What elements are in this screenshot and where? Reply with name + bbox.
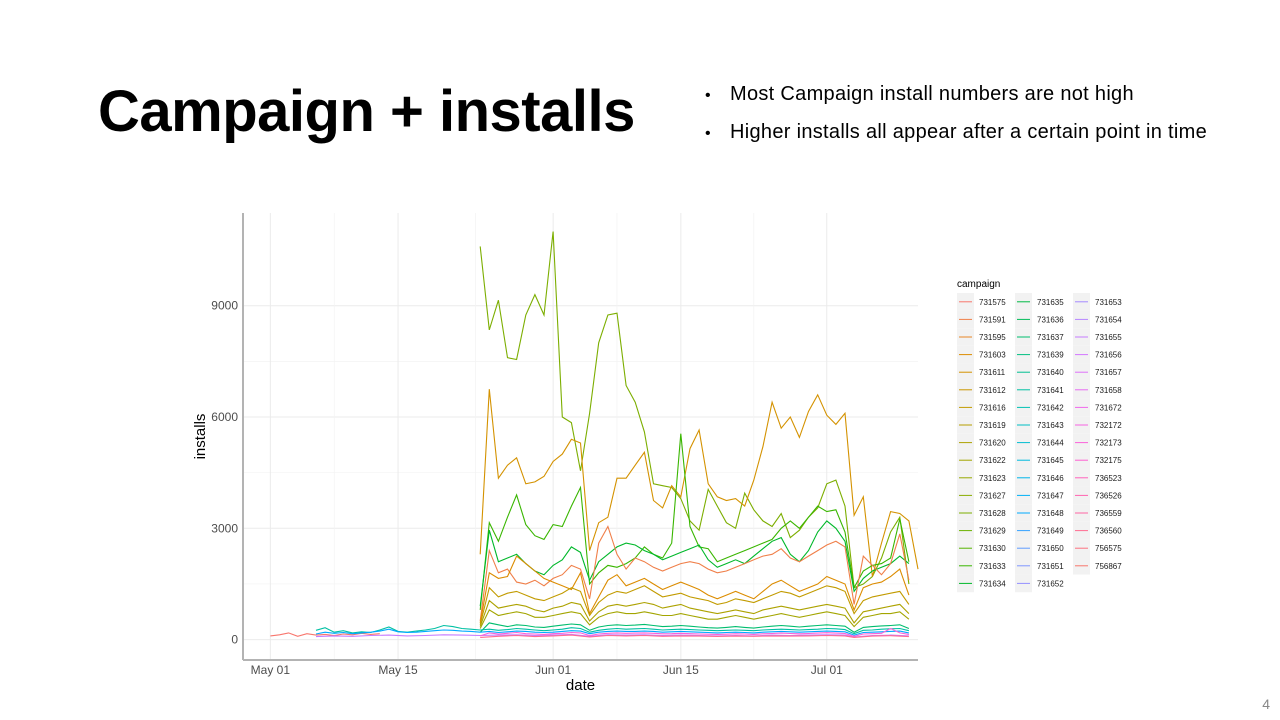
series-line-731655 xyxy=(315,633,909,638)
legend-label: 736559 xyxy=(1095,509,1122,518)
legend-label: 731641 xyxy=(1037,386,1064,395)
y-tick-label: 0 xyxy=(231,633,238,647)
x-tick-label: Jun 01 xyxy=(535,663,571,677)
legend-label: 736560 xyxy=(1095,527,1122,536)
legend-label: 756575 xyxy=(1095,544,1122,553)
legend-label: 731640 xyxy=(1037,368,1064,377)
legend-label: 731622 xyxy=(979,456,1006,465)
legend-label: 731636 xyxy=(1037,315,1064,324)
legend-label: 731616 xyxy=(979,403,1006,412)
series-lines xyxy=(270,231,919,638)
legend-label: 731646 xyxy=(1037,474,1064,483)
x-tick-label: Jun 15 xyxy=(663,663,699,677)
legend-label: 731643 xyxy=(1037,421,1064,430)
legend-label: 732172 xyxy=(1095,421,1122,430)
series-line-731633 xyxy=(479,433,910,610)
legend-label: 736523 xyxy=(1095,474,1122,483)
y-tick-label: 6000 xyxy=(211,410,238,424)
bullet-text: Higher installs all appear after a certa… xyxy=(730,121,1208,143)
bullet-text: Most Campaign install numbers are not hi… xyxy=(730,83,1134,105)
legend: campaign 731575 731591 731595 731603 731611 73… xyxy=(957,279,1122,593)
y-tick-label: 9000 xyxy=(211,299,238,313)
series-line-731622 xyxy=(479,609,910,629)
legend-label: 731629 xyxy=(979,527,1006,536)
legend-label: 731620 xyxy=(979,439,1006,448)
y-tick-label: 3000 xyxy=(211,521,238,535)
legend-label: 731648 xyxy=(1037,509,1064,518)
x-tick-label: May 15 xyxy=(378,663,418,677)
legend-label: 731655 xyxy=(1095,333,1122,342)
legend-label: 731645 xyxy=(1037,456,1064,465)
series-line-731641 xyxy=(315,624,910,635)
legend-label: 731635 xyxy=(1037,298,1064,307)
legend-label: 731639 xyxy=(1037,351,1064,360)
legend-label: 731634 xyxy=(979,579,1006,588)
legend-label: 731656 xyxy=(1095,351,1122,360)
slide-title: Campaign + installs xyxy=(98,79,635,144)
series-line-736560 xyxy=(480,634,909,638)
series-line-731648 xyxy=(315,628,910,636)
bullet-item: • Most Campaign install numbers are not h… xyxy=(705,76,1207,114)
legend-label: 756867 xyxy=(1095,562,1122,571)
series-line-731611 xyxy=(479,389,919,577)
legend-label: 732173 xyxy=(1095,439,1122,448)
legend-label: 731633 xyxy=(979,562,1006,571)
bullet-dot: • xyxy=(705,125,711,142)
legend-label: 731644 xyxy=(1037,439,1064,448)
legend-label: 731672 xyxy=(1095,403,1122,412)
legend-label: 731649 xyxy=(1037,527,1064,536)
legend-label: 731623 xyxy=(979,474,1006,483)
series-line-731620 xyxy=(479,599,910,627)
series-line-731634 xyxy=(479,520,910,607)
legend-label: 731619 xyxy=(979,421,1006,430)
series-line-731628 xyxy=(479,231,910,589)
x-tick-label: May 01 xyxy=(251,663,291,677)
legend-label: 732175 xyxy=(1095,456,1122,465)
legend-label: 731591 xyxy=(979,315,1006,324)
legend-label: 731575 xyxy=(979,298,1006,307)
legend-label: 731595 xyxy=(979,333,1006,342)
legend-label: 731647 xyxy=(1037,491,1064,500)
legend-title: campaign xyxy=(957,279,1000,290)
legend-label: 731637 xyxy=(1037,333,1064,342)
series-line-731591 xyxy=(479,525,910,622)
legend-label: 731612 xyxy=(979,386,1006,395)
series-line-731637 xyxy=(479,622,910,633)
legend-label: 731650 xyxy=(1037,544,1064,553)
legend-label: 731603 xyxy=(979,351,1006,360)
legend-label: 731658 xyxy=(1095,386,1122,395)
bullet-list: • Most Campaign install numbers are not h… xyxy=(705,76,1207,152)
bullet-item: • Higher installs all appear after a cert… xyxy=(705,114,1207,152)
legend-label: 731642 xyxy=(1037,403,1064,412)
legend-label: 736526 xyxy=(1095,491,1122,500)
legend-label: 731630 xyxy=(979,544,1006,553)
series-line-731616 xyxy=(479,585,910,625)
legend-label: 731652 xyxy=(1037,579,1064,588)
legend-label: 731657 xyxy=(1095,368,1122,377)
legend-label: 731627 xyxy=(979,491,1006,500)
legend-label: 731651 xyxy=(1037,562,1064,571)
legend-label: 731654 xyxy=(1095,315,1122,324)
legend-label: 731611 xyxy=(979,368,1006,377)
x-tick-label: Jul 01 xyxy=(811,663,843,677)
series-line-732173 xyxy=(480,627,909,637)
y-axis-title: installs xyxy=(192,414,209,460)
series-line-731603 xyxy=(479,555,910,623)
x-axis-title: date xyxy=(566,677,595,694)
legend-label: 731653 xyxy=(1095,298,1122,307)
page-number: 4 xyxy=(1262,696,1270,712)
bullet-dot: • xyxy=(705,87,711,104)
legend-label: 731628 xyxy=(979,509,1006,518)
